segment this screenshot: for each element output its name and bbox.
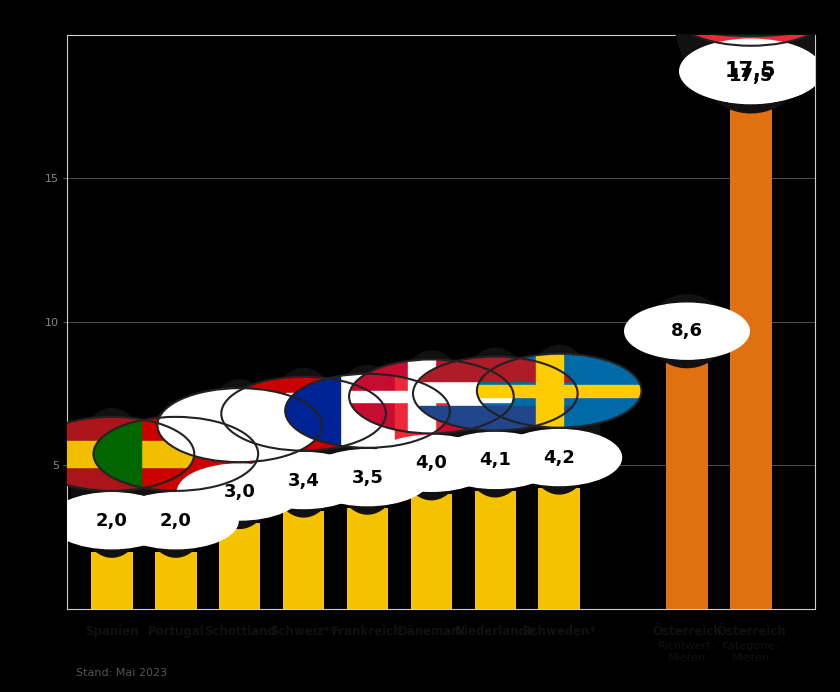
Bar [669, 0, 833, 20]
Bar [283, 511, 324, 609]
Circle shape [177, 464, 302, 520]
Polygon shape [710, 0, 791, 112]
Text: Österreich: Österreich [716, 625, 785, 638]
Polygon shape [349, 359, 514, 433]
Polygon shape [327, 365, 408, 514]
Bar [93, 417, 141, 491]
Text: 2,0: 2,0 [96, 511, 128, 529]
Text: 3,4: 3,4 [287, 471, 319, 489]
Circle shape [241, 453, 366, 509]
Text: Niederlande: Niederlande [454, 625, 536, 638]
Text: Schweiz**: Schweiz** [270, 625, 337, 638]
Polygon shape [454, 348, 536, 497]
Polygon shape [221, 376, 386, 450]
Bar [536, 354, 563, 428]
Bar [92, 552, 133, 609]
Polygon shape [669, 0, 833, 46]
Polygon shape [263, 368, 344, 517]
Polygon shape [518, 345, 600, 494]
Text: Richtwert-
Mieten: Richtwert- Mieten [659, 641, 716, 663]
Polygon shape [29, 417, 194, 491]
Circle shape [305, 450, 430, 506]
Circle shape [433, 432, 558, 489]
Circle shape [50, 493, 174, 549]
Circle shape [113, 493, 238, 549]
Text: Österreich: Österreich [652, 625, 722, 638]
Text: Spanien: Spanien [85, 625, 139, 638]
Bar [475, 491, 516, 609]
Polygon shape [93, 417, 258, 491]
Bar [347, 509, 388, 609]
Polygon shape [413, 356, 578, 430]
Text: 3,5: 3,5 [352, 468, 383, 486]
Bar [29, 441, 194, 467]
Bar [666, 362, 708, 609]
Bar [413, 406, 578, 430]
Text: 8,6: 8,6 [671, 322, 703, 340]
Polygon shape [600, 0, 840, 36]
Text: 4,0: 4,0 [416, 454, 448, 472]
Polygon shape [391, 351, 472, 500]
Polygon shape [71, 408, 153, 557]
Bar [286, 393, 322, 434]
Text: 3,0: 3,0 [223, 483, 255, 501]
Bar [413, 356, 578, 381]
Bar [411, 494, 452, 609]
Text: 4,2: 4,2 [543, 448, 575, 466]
Text: Stand: Mai 2023: Stand: Mai 2023 [76, 668, 166, 678]
Polygon shape [286, 374, 450, 448]
Polygon shape [199, 380, 281, 529]
Text: Schweden*: Schweden* [522, 625, 596, 638]
Text: Kategorie-
Mieten: Kategorie- Mieten [722, 641, 780, 663]
Bar [408, 359, 435, 433]
Text: 4,1: 4,1 [480, 451, 512, 469]
Bar [395, 374, 450, 448]
Circle shape [680, 39, 822, 103]
Circle shape [689, 48, 813, 104]
Bar [286, 374, 340, 448]
Circle shape [625, 303, 749, 359]
Text: Portugal: Portugal [148, 625, 204, 638]
Polygon shape [157, 388, 322, 462]
Polygon shape [673, 0, 829, 113]
Bar [538, 489, 580, 609]
Text: 2,0: 2,0 [160, 511, 192, 529]
Circle shape [369, 435, 494, 491]
Circle shape [497, 430, 622, 486]
Text: Frankreich: Frankreich [333, 625, 402, 638]
Bar [259, 406, 349, 422]
Bar [477, 385, 642, 397]
Polygon shape [648, 295, 727, 367]
Bar [349, 390, 514, 402]
Text: Schottland: Schottland [204, 625, 276, 638]
Bar [219, 523, 260, 609]
Polygon shape [135, 408, 217, 557]
Text: Dänemark: Dänemark [397, 625, 465, 638]
Text: 17,5: 17,5 [725, 61, 777, 81]
Polygon shape [477, 354, 642, 428]
Bar [155, 552, 197, 609]
Text: 17,5: 17,5 [729, 66, 773, 84]
Bar [730, 107, 772, 609]
